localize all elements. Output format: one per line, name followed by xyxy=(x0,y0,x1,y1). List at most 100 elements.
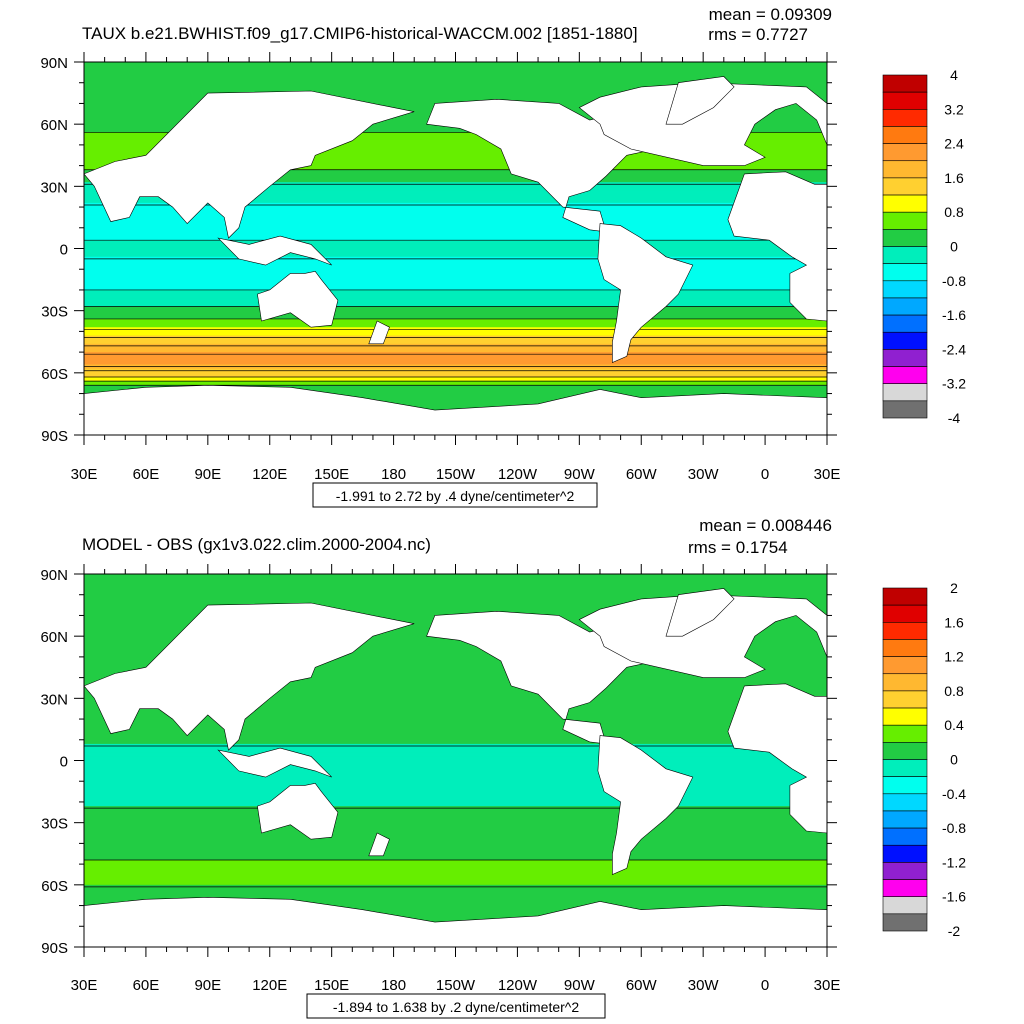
colorbar-label: -0.8 xyxy=(942,273,966,289)
field-band xyxy=(84,785,827,791)
field-band xyxy=(84,901,827,907)
field-band xyxy=(84,607,827,612)
x-tick-label: 60E xyxy=(133,466,160,483)
field-band xyxy=(84,161,827,167)
colorbar-swatch xyxy=(882,810,928,829)
field-band xyxy=(84,397,827,403)
field-band xyxy=(84,888,827,894)
colorbar-swatch xyxy=(882,211,928,230)
land-mask xyxy=(368,320,390,345)
field-band xyxy=(84,132,827,138)
field-band xyxy=(84,690,827,695)
field-band xyxy=(84,95,827,100)
y-tick-label: 60S xyxy=(41,878,68,895)
x-tick-label: 150W xyxy=(436,977,476,994)
field-band xyxy=(84,62,827,67)
field-band xyxy=(84,752,827,757)
field-band xyxy=(84,760,827,766)
colorbar-swatch xyxy=(882,639,928,657)
colorbar-swatch xyxy=(882,383,928,402)
y-tick-label: 60N xyxy=(40,117,68,134)
colorbar-label: 0 xyxy=(950,239,958,255)
x-axis-labels: 30E 60E 90E 120E 150E 180 150W 120W 90W 60W 30W 0 30… xyxy=(71,466,841,483)
colorbar-label: -4 xyxy=(948,410,961,426)
field-band xyxy=(84,872,827,878)
field-band xyxy=(84,66,827,71)
field-band xyxy=(84,855,827,861)
x-tick-label: 90E xyxy=(194,466,221,483)
field-band xyxy=(84,917,827,923)
field-band xyxy=(84,231,827,237)
field-band xyxy=(84,594,827,600)
colorbar-label: 3.2 xyxy=(944,101,964,117)
colorbar-label: 1.6 xyxy=(944,170,964,186)
land-mask xyxy=(84,90,415,239)
axis-ticks xyxy=(74,564,837,957)
field-band xyxy=(84,586,827,592)
mean-stat: mean = 0.008446 xyxy=(699,516,832,535)
colorbar: 4 3.2 2.4 1.6 0.8 0 -0.8 -1.6 -2.4 -3.2 -4 xyxy=(882,67,966,426)
field-band xyxy=(84,640,827,646)
field-band xyxy=(84,273,827,279)
colorbar-label: -2.4 xyxy=(942,341,966,357)
colorbar-swatch xyxy=(882,724,928,743)
colorbar-swatch xyxy=(882,827,928,846)
field-band xyxy=(84,223,827,229)
field-band xyxy=(84,128,827,134)
field-band xyxy=(84,153,827,158)
colorbar-label: -1.6 xyxy=(942,307,966,323)
field-band xyxy=(84,710,827,716)
colorbar-label: 0 xyxy=(950,752,958,768)
colorbar-swatch xyxy=(882,673,928,692)
field-band xyxy=(84,590,827,596)
field-band xyxy=(84,281,827,287)
colorbar-swatch xyxy=(882,263,928,282)
contour-info-box xyxy=(312,482,598,508)
field-band xyxy=(84,652,827,658)
colorbar-swatch xyxy=(882,91,928,110)
colorbar-swatch xyxy=(882,74,928,93)
field-band xyxy=(84,789,827,795)
field-band xyxy=(84,756,827,762)
field-band xyxy=(84,314,827,320)
field-band xyxy=(84,310,827,316)
colorbar-label: 2 xyxy=(950,580,958,596)
field-band xyxy=(84,298,827,303)
colorbar-swatch xyxy=(882,742,928,760)
colorbar-swatch xyxy=(882,793,928,812)
x-tick-label: 0 xyxy=(761,977,769,994)
field-band xyxy=(84,381,827,386)
colorbar-swatch xyxy=(882,862,928,880)
field-band xyxy=(84,864,827,869)
land-mask xyxy=(665,588,735,637)
land-mask xyxy=(727,683,827,834)
field-band xyxy=(84,277,827,283)
field-band xyxy=(84,735,827,741)
colorbar-swatch xyxy=(882,349,928,367)
field-band xyxy=(84,331,827,337)
colorbar-swatch xyxy=(882,707,928,726)
field-band xyxy=(84,665,827,670)
x-tick-label: 150E xyxy=(314,466,349,483)
rms-stat: rms = 0.7727 xyxy=(708,25,808,44)
field-band xyxy=(84,252,827,258)
x-tick-label: 120E xyxy=(252,977,287,994)
colorbar-swatch xyxy=(882,690,928,709)
field-band xyxy=(84,207,827,212)
x-tick-label: 120W xyxy=(498,977,538,994)
field-band xyxy=(84,227,827,233)
field-band xyxy=(84,99,827,105)
colorbar-label: -3.2 xyxy=(942,376,966,392)
field-band xyxy=(84,372,827,378)
x-tick-label: 30E xyxy=(71,977,98,994)
colorbar-swatch xyxy=(882,587,928,606)
field-band xyxy=(84,843,827,849)
field-band xyxy=(84,839,827,844)
panel-title: MODEL - OBS (gx1v3.022.clim.2000-2004.nc… xyxy=(82,535,431,554)
field-band xyxy=(84,260,827,266)
land-mask xyxy=(257,782,339,840)
colorbar-swatch xyxy=(882,177,928,196)
field-band xyxy=(84,648,827,654)
y-axis-labels: 90N 60N 30N 0 30S 60S 90S xyxy=(40,55,68,445)
field-band xyxy=(84,685,827,691)
